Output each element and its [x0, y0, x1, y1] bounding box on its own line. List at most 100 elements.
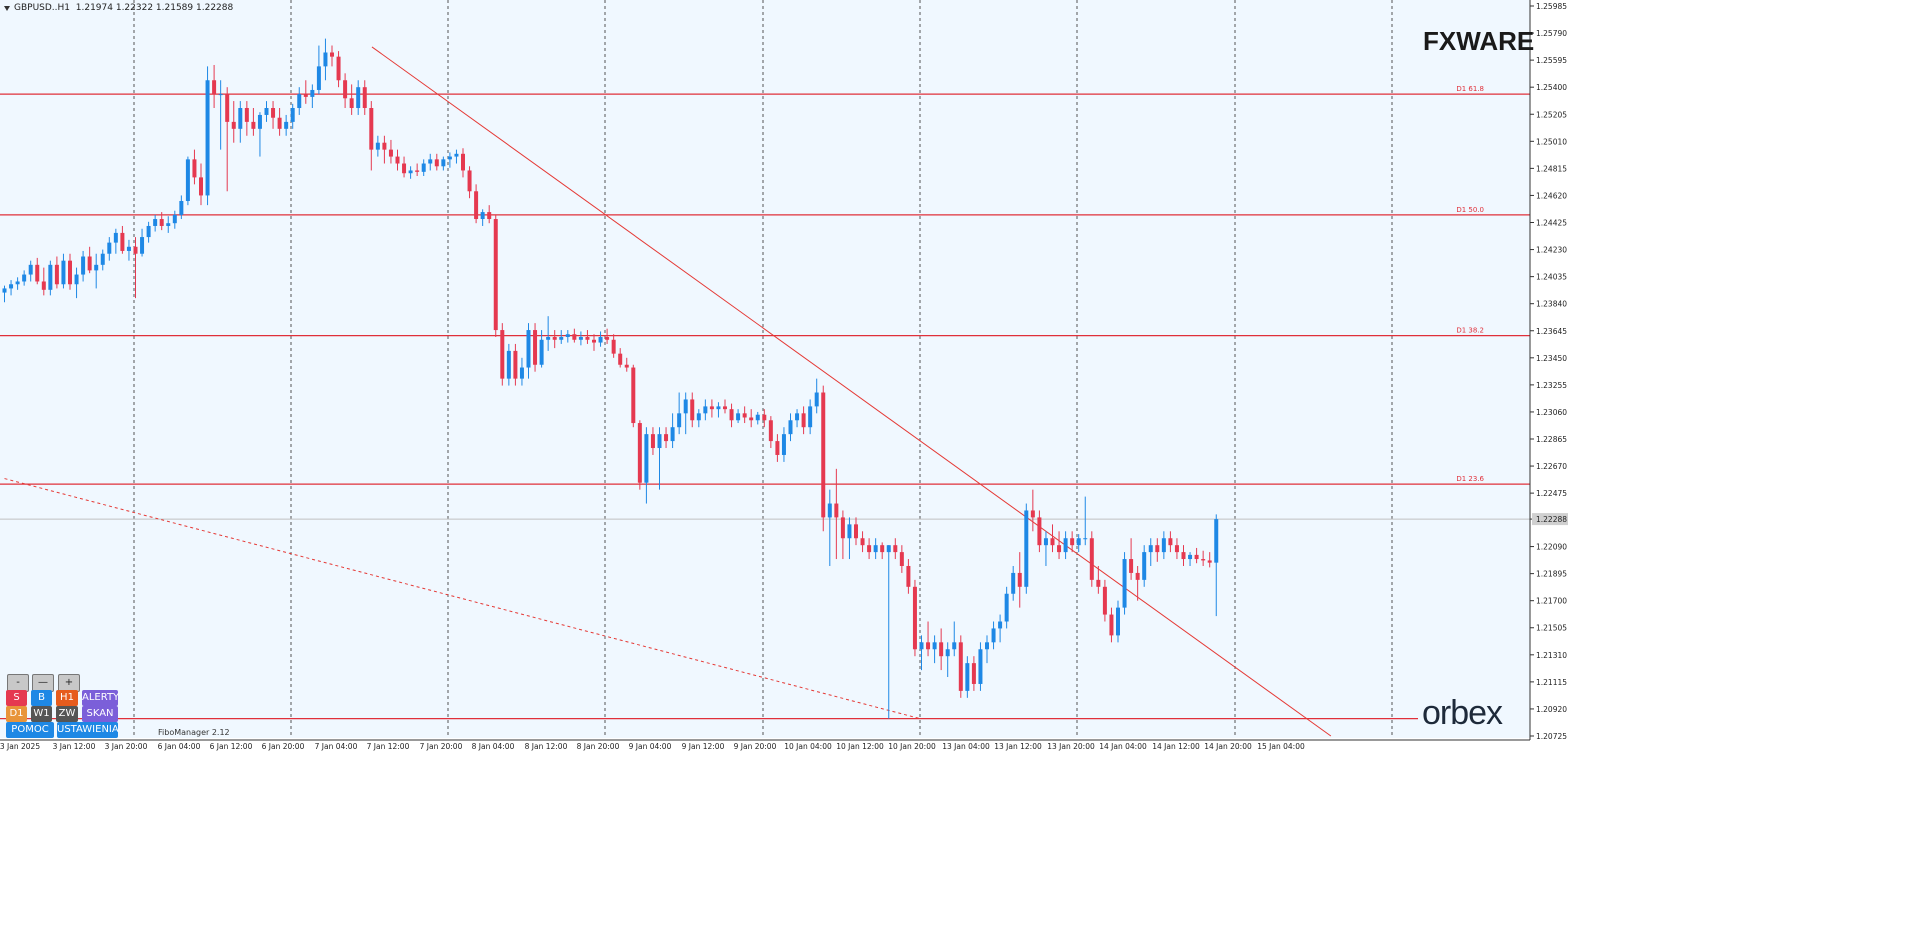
candle-body	[664, 434, 669, 442]
candle-body	[952, 642, 957, 650]
candle-body	[1168, 538, 1173, 546]
candle-body	[107, 242, 112, 254]
trendline-dashed[interactable]	[4, 478, 921, 720]
candle-body	[939, 642, 944, 657]
price-tick-label: 1.21895	[1536, 570, 1567, 579]
candle-body	[199, 177, 203, 196]
candle-body	[264, 108, 269, 115]
buy-button[interactable]: B	[31, 690, 52, 706]
candle-body	[827, 503, 832, 518]
time-tick-label: 7 Jan 12:00	[367, 742, 410, 751]
candle-body	[100, 253, 105, 265]
candle-body	[61, 260, 66, 285]
symbol-menu-arrow-icon[interactable]	[4, 6, 10, 11]
candle-body	[985, 642, 989, 650]
price-tick-label: 1.24425	[1536, 219, 1567, 228]
candle-body	[677, 413, 682, 428]
price-tick-label: 1.20725	[1536, 732, 1567, 741]
skan-button[interactable]: SKAN	[82, 706, 118, 722]
time-tick-label: 10 Jan 12:00	[836, 742, 884, 751]
alerty-button[interactable]: ALERTY	[82, 690, 119, 706]
price-tick-label: 1.25400	[1536, 83, 1567, 92]
price-tick-label: 1.20920	[1536, 705, 1567, 714]
candle-body	[1135, 572, 1140, 580]
candle-body	[474, 191, 479, 220]
candle-body	[703, 406, 708, 414]
candle-body	[873, 545, 878, 553]
candle-body	[631, 367, 636, 424]
price-tick-label: 1.25790	[1536, 29, 1567, 38]
candles	[2, 38, 1219, 719]
candle-body	[1070, 538, 1075, 546]
candle-body	[906, 565, 911, 587]
price-tick-label: 1.22865	[1536, 435, 1567, 444]
pomoc-button[interactable]: POMOC	[6, 722, 54, 738]
candle-body	[592, 339, 596, 343]
time-tick-label: 14 Jan 20:00	[1204, 742, 1252, 751]
candle-body	[454, 153, 459, 157]
candle-body	[238, 108, 243, 129]
candle-body	[41, 281, 46, 290]
candle-body	[349, 98, 354, 109]
sell-button[interactable]: S	[6, 690, 27, 706]
candle-body	[15, 281, 20, 285]
time-tick-label: 7 Jan 04:00	[315, 742, 358, 751]
price-tick-label: 1.24035	[1536, 273, 1567, 282]
time-tick-label: 6 Jan 20:00	[262, 742, 305, 751]
candle-body	[388, 149, 393, 157]
candle-body	[1181, 552, 1186, 560]
candle-body	[795, 413, 800, 421]
candle-body	[1083, 538, 1088, 540]
axes: 1.25985 1.25790 1.25595 1.25400 1.25205 1.250…	[0, 0, 1568, 751]
candle-body	[775, 441, 780, 455]
time-tick-label: 6 Jan 04:00	[158, 742, 201, 751]
candle-body	[428, 159, 433, 164]
plus-button[interactable]: +	[58, 674, 80, 692]
price-tick-label: 1.23645	[1536, 327, 1567, 336]
candle-body	[958, 642, 963, 691]
candle-body	[821, 392, 826, 518]
candle-body	[113, 232, 118, 243]
candle-body	[310, 89, 315, 97]
candle-body	[303, 94, 308, 97]
candle-body	[87, 256, 92, 271]
time-tick-label: 14 Jan 12:00	[1152, 742, 1200, 751]
candle-body	[1089, 538, 1094, 580]
candle-body	[382, 142, 387, 150]
w1-button[interactable]: W1	[31, 706, 52, 722]
time-tick-label: 13 Jan 04:00	[942, 742, 990, 751]
candle-body	[271, 108, 276, 118]
price-tick-label: 1.25595	[1536, 56, 1567, 65]
time-tick-label: 14 Jan 04:00	[1099, 742, 1147, 751]
h1-button[interactable]: H1	[56, 690, 78, 706]
trendline-solid[interactable]	[371, 46, 1332, 737]
price-tick-label: 1.24230	[1536, 246, 1567, 255]
candle-body	[257, 114, 262, 129]
candle-body	[736, 413, 741, 421]
candle-body	[35, 264, 40, 282]
d1-button[interactable]: D1	[6, 706, 27, 722]
candle-body	[1057, 545, 1062, 553]
candle-body	[362, 87, 367, 109]
candle-body	[690, 399, 695, 421]
candle-body	[723, 406, 727, 410]
candle-body	[886, 545, 891, 553]
ustawienia-button[interactable]: USTAWIENIA	[57, 722, 119, 738]
time-tick-label: 7 Jan 20:00	[420, 742, 463, 751]
candle-body	[1155, 545, 1160, 553]
candle-body	[926, 642, 931, 650]
candle-body	[998, 621, 1003, 629]
time-tick-label: 10 Jan 20:00	[888, 742, 936, 751]
grid	[0, 0, 1530, 738]
candle-body	[559, 336, 564, 340]
candle-body	[1030, 510, 1035, 518]
candle-body	[1102, 586, 1107, 615]
candle-body	[565, 334, 570, 337]
candle-body	[788, 420, 793, 435]
zw-button[interactable]: ZW	[56, 706, 78, 722]
candle-body	[421, 163, 426, 172]
price-tick-label: 1.23255	[1536, 381, 1567, 390]
candle-body	[893, 545, 898, 553]
candle-body	[205, 80, 210, 196]
